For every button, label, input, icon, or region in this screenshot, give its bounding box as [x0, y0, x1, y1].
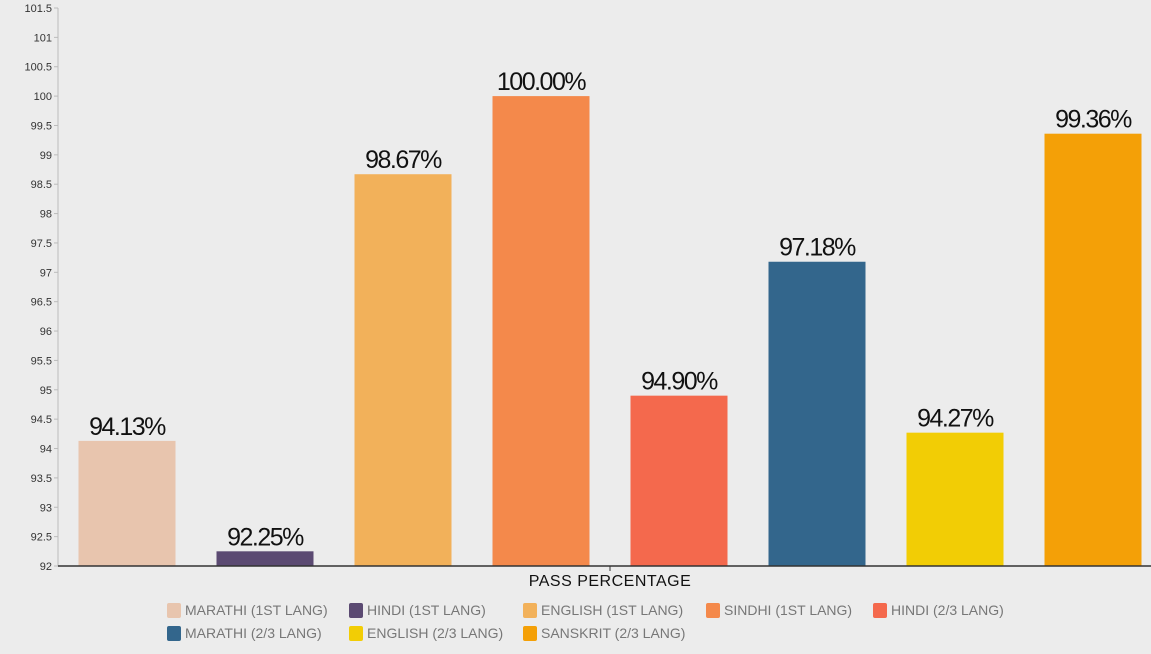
legend-label: ENGLISH (1ST LANG)	[541, 602, 684, 618]
data-label: 97.18%	[779, 234, 856, 262]
bar	[492, 96, 590, 567]
legend-label: HINDI (1ST LANG)	[367, 602, 486, 618]
legend-swatch	[523, 602, 537, 618]
data-label: 94.90%	[641, 368, 718, 396]
y-tick-label: 99.5	[31, 120, 52, 132]
data-label: 94.13%	[89, 413, 166, 441]
y-tick-label: 94	[40, 444, 52, 456]
legend-item[interactable]: ENGLISH (2/3 LANG)	[349, 625, 523, 641]
legend-item[interactable]: HINDI (1ST LANG)	[349, 602, 523, 618]
legend-swatch	[873, 602, 887, 618]
data-label: 99.36%	[1055, 106, 1132, 134]
y-tick-label: 92	[40, 561, 52, 573]
legend: MARATHI (1ST LANG) HINDI (1ST LANG) ENGLIS…	[167, 602, 1004, 641]
y-tick-label: 98.5	[31, 179, 52, 191]
y-tick-label: 93.5	[31, 473, 52, 485]
y-tick-label: 101	[34, 32, 52, 44]
legend-item[interactable]: MARATHI (1ST LANG)	[167, 602, 349, 618]
bar	[630, 395, 728, 566]
legend-label: SANSKRIT (2/3 LANG)	[541, 625, 686, 641]
legend-item[interactable]: MARATHI (2/3 LANG)	[167, 625, 349, 641]
y-tick-label: 101.5	[24, 3, 52, 15]
y-tick-label: 92.5	[31, 532, 52, 544]
legend-swatch	[167, 602, 181, 618]
legend-swatch	[167, 625, 181, 641]
legend-label: ENGLISH (2/3 LANG)	[367, 625, 504, 641]
y-tick-label: 98	[40, 209, 52, 221]
data-label: 100.00%	[497, 68, 586, 96]
y-tick-label: 93	[40, 502, 52, 514]
y-tick-label: 95	[40, 385, 52, 397]
y-tick-label: 99	[40, 150, 52, 162]
legend-swatch	[349, 602, 363, 618]
y-tick-label: 100.5	[24, 62, 52, 74]
legend-item[interactable]: HINDI (2/3 LANG)	[873, 602, 1004, 618]
legend-label: HINDI (2/3 LANG)	[891, 602, 1004, 618]
legend-swatch	[349, 625, 363, 641]
legend-swatch	[706, 602, 720, 618]
legend-item[interactable]: SANSKRIT (2/3 LANG)	[523, 625, 706, 641]
legend-item[interactable]: SINDHI (1ST LANG)	[706, 602, 873, 618]
data-label: 94.27%	[917, 405, 994, 433]
y-tick-label: 95.5	[31, 355, 52, 367]
y-tick-label: 97	[40, 267, 52, 279]
bar	[216, 551, 314, 566]
legend-label: SINDHI (1ST LANG)	[724, 602, 853, 618]
legend-item[interactable]: ENGLISH (1ST LANG)	[523, 602, 706, 618]
x-axis-title: PASS PERCENTAGE	[528, 573, 692, 590]
data-label: 98.67%	[365, 146, 442, 174]
data-label: 92.25%	[227, 523, 304, 551]
bar	[906, 432, 1004, 566]
y-tick-label: 96	[40, 326, 52, 338]
bar	[1044, 133, 1142, 566]
y-tick-label: 97.5	[31, 238, 52, 250]
legend-label: MARATHI (1ST LANG)	[185, 602, 328, 618]
legend-label: MARATHI (2/3 LANG)	[185, 625, 322, 641]
bar	[78, 440, 176, 566]
y-tick-label: 100	[34, 91, 52, 103]
y-tick-label: 94.5	[31, 414, 52, 426]
legend-swatch	[523, 625, 537, 641]
y-tick-label: 96.5	[31, 297, 52, 309]
bar-chart: 92 92.5 93 93.5 94 94.5 95 95.5 96 96.5 97 97.5 98 98…	[24, 3, 1151, 573]
bar	[768, 261, 866, 566]
bar	[354, 174, 452, 566]
